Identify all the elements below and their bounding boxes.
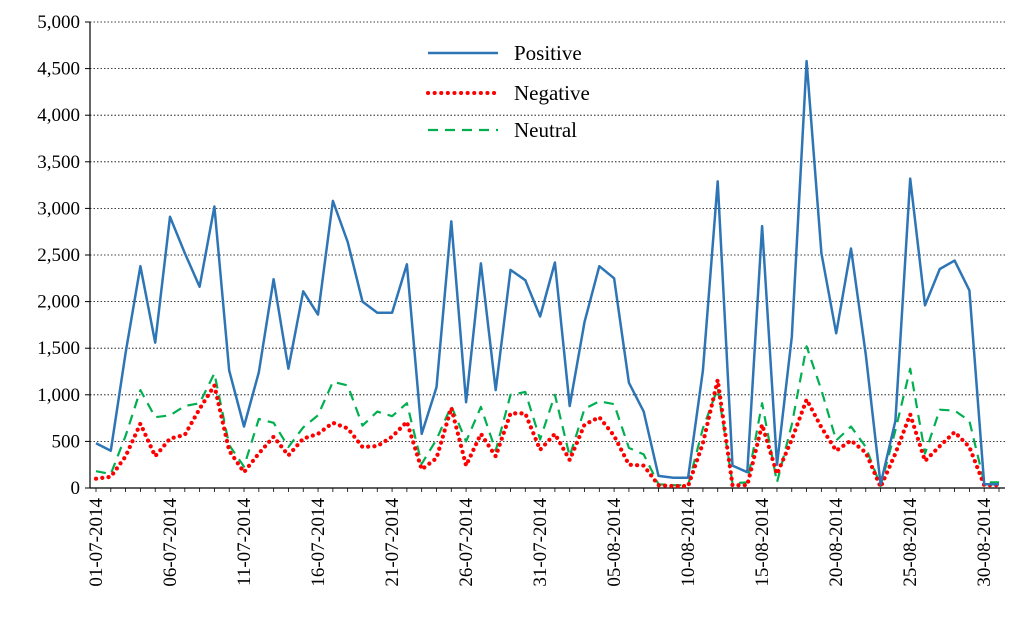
series-line-neutral xyxy=(95,345,999,488)
series-line-negative xyxy=(93,377,1002,490)
x-tick-label: 05-08-2014 xyxy=(604,498,625,587)
y-tick-label: 500 xyxy=(52,431,81,452)
y-tick-label: 3,000 xyxy=(37,198,80,219)
x-tick-label: 25-08-2014 xyxy=(900,498,921,587)
y-tick-label: 4,500 xyxy=(37,59,80,80)
legend-label-neutral: Neutral xyxy=(514,118,577,142)
x-tick-label: 10-08-2014 xyxy=(678,498,699,587)
x-tick-label: 16-07-2014 xyxy=(308,498,329,587)
y-tick-label: 3,500 xyxy=(37,152,80,173)
x-tick-label: 26-07-2014 xyxy=(456,498,477,587)
y-tick-label: 5,000 xyxy=(37,12,80,33)
y-tick-label: 1,000 xyxy=(37,385,80,406)
legend: Positive Negative Neutral xyxy=(426,41,590,142)
y-tick-label: 2,000 xyxy=(37,292,80,313)
x-tick-label: 30-08-2014 xyxy=(974,498,995,587)
series-line-positive xyxy=(95,59,999,486)
y-tick-label: 1,500 xyxy=(37,338,80,359)
x-tick-label: 21-07-2014 xyxy=(382,498,403,587)
x-tick-label: 31-07-2014 xyxy=(530,498,551,587)
legend-label-positive: Positive xyxy=(514,41,582,65)
x-tick-label: 15-08-2014 xyxy=(752,498,773,587)
x-axis-ticks: 01-07-2014 06-07-2014 11-07-2014 16-07-2014… xyxy=(86,488,1000,587)
y-tick-label: 0 xyxy=(71,478,81,499)
y-tick-label: 4,000 xyxy=(37,105,80,126)
x-tick-label: 06-07-2014 xyxy=(160,498,181,587)
x-tick-label: 20-08-2014 xyxy=(826,498,847,587)
legend-label-negative: Negative xyxy=(514,81,590,105)
x-tick-label: 11-07-2014 xyxy=(234,498,255,586)
series-lines xyxy=(93,59,1002,490)
y-axis-ticks: 0 500 1,000 1,500 2,000 2,500 3,000 3,500 4,000 4… xyxy=(37,12,90,499)
y-tick-label: 2,500 xyxy=(37,245,80,266)
x-tick-label: 01-07-2014 xyxy=(86,498,107,587)
